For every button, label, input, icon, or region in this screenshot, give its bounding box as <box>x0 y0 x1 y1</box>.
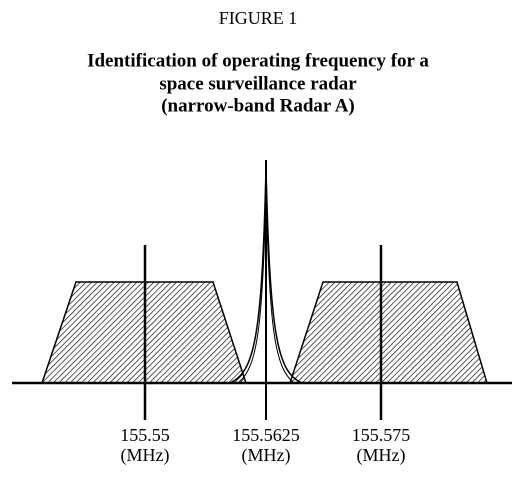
frequency-label: 155.5625 <box>232 425 300 445</box>
right-band <box>288 281 489 384</box>
frequency-unit: (MHz) <box>242 445 291 466</box>
title-line: space surveillance radar <box>159 73 357 94</box>
frequency-unit: (MHz) <box>357 445 406 466</box>
title-line: (narrow-band Radar A) <box>161 95 355 116</box>
frequency-label: 155.575 <box>352 425 411 445</box>
title-line: Identification of operating frequency fo… <box>87 50 429 71</box>
figure-label: FIGURE 1 <box>219 8 298 28</box>
frequency-unit: (MHz) <box>121 445 170 466</box>
frequency-label: 155.55 <box>120 425 170 445</box>
